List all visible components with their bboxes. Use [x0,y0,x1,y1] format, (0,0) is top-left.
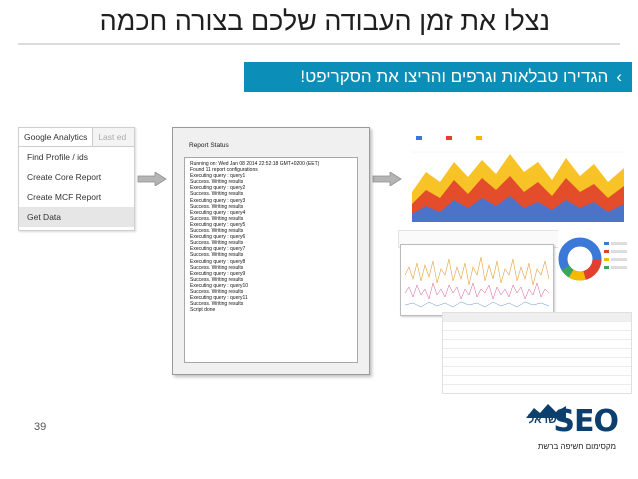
report-log-line: Executing query : query3 [190,197,246,204]
report-log-line: Success. Writing results [190,288,244,295]
report-log-line: Success. Writing results [190,203,244,210]
report-log-line: Success. Writing results [190,301,244,308]
mountain-logo-icon [526,404,566,418]
output-collage [398,132,632,394]
report-log-line: Executing query : query8 [190,258,246,265]
table-row [443,367,631,376]
report-log-line: Success. Writing results [190,215,244,222]
report-status-title: Report Status [189,142,229,149]
donut-chart [558,228,630,290]
report-log-line: Executing query : query5 [190,221,246,228]
table-row [443,313,631,322]
table-row [443,376,631,385]
subtitle-text: הגדירו טבלאות וגרפים והריצו את הסקריפט! [300,67,609,86]
report-log-line: Executing query : query1 [190,173,246,180]
report-log-line: Success. Writing results [190,252,244,259]
subtitle-bar: › הגדירו טבלאות וגרפים והריצו את הסקריפט! [244,62,632,92]
table-row [443,322,631,331]
seo-israel-logo: SEO ישראל מקסימום חשיפה ברשת [524,404,620,456]
logo-brand: SEO [553,404,619,439]
tab-google-analytics[interactable]: Google Analytics [19,128,94,146]
data-table [442,312,632,394]
report-log: Running on: Wed Jan 08 2014 22:52:18 GMT… [184,157,358,363]
report-log-line: Executing query : query11 [190,295,248,302]
logo-tagline: מקסימום חשיפה ברשת [537,442,616,451]
report-log-line: Success. Writing results [190,179,244,186]
bullet-icon: › [616,67,622,86]
page-number: 39 [34,421,47,433]
report-status-dialog: Report Status Running on: Wed Jan 08 201… [172,127,370,375]
menu-item-create-core-report[interactable]: Create Core Report [27,172,102,182]
arrow-right-icon [137,172,167,186]
report-log-line: Success. Writing results [190,240,244,247]
report-log-line: Executing query : query4 [190,209,246,216]
report-log-line: Executing query : query10 [190,282,249,289]
report-log-line: Success. Writing results [190,264,244,271]
table-row [443,385,631,393]
report-log-line: Found 11 report configurations [190,167,258,174]
report-log-line: Script done [190,307,216,314]
table-row [443,358,631,367]
table-row [443,349,631,358]
tab-last-edit[interactable]: Last ed [98,132,127,142]
menu-item-create-mcf-report[interactable]: Create MCF Report [27,192,102,202]
slide-title: נצלו את זמן העבודה שלכם בצורה חכמה [99,6,550,36]
ga-addon-menu: Google Analytics Last ed Find Profile / … [18,127,135,231]
menu-item-find-profile[interactable]: Find Profile / ids [27,152,88,162]
table-row [443,331,631,340]
report-log-line: Executing query : query6 [190,234,246,241]
logo-hebrew: ישראל [528,414,561,426]
report-log-line: Running on: Wed Jan 08 2014 22:52:18 GMT… [190,161,320,167]
report-log-line: Success. Writing results [190,228,244,235]
report-log-line: Executing query : query7 [190,246,246,253]
report-log-line: Success. Writing results [190,276,244,283]
table-row [443,340,631,349]
line-chart [400,244,554,316]
report-log-line: Success. Writing results [190,191,244,198]
menu-item-get-data[interactable]: Get Data [19,207,134,227]
arrow-right-icon [372,172,402,186]
title-divider [18,43,620,45]
report-log-line: Executing query : query9 [190,270,246,277]
report-log-line: Executing query : query2 [190,185,246,192]
area-chart [402,132,624,228]
ga-menu-tabs: Google Analytics Last ed [19,128,134,147]
